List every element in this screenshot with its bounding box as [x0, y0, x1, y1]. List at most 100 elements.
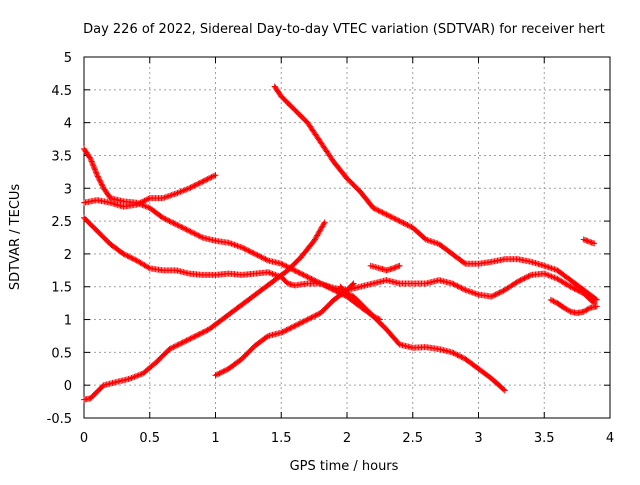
- data-point: [472, 290, 479, 297]
- data-point: [213, 371, 220, 378]
- data-point: [288, 324, 295, 331]
- data-point: [258, 254, 265, 261]
- data-point: [303, 317, 310, 324]
- data-point: [349, 281, 356, 288]
- data-point: [520, 275, 527, 282]
- data-point: [495, 290, 502, 297]
- data-point: [195, 331, 202, 338]
- data-point: [453, 282, 460, 289]
- data-point: [237, 243, 244, 250]
- data-point: [344, 290, 350, 297]
- data-point: [241, 245, 248, 252]
- data-point: [311, 277, 318, 284]
- data-point: [228, 240, 235, 247]
- data-point: [347, 292, 354, 299]
- data-point: [190, 183, 197, 190]
- data-point: [227, 240, 234, 247]
- data-point: [279, 329, 286, 336]
- data-point: [372, 314, 379, 321]
- data-point: [550, 265, 557, 272]
- data-point: [299, 319, 306, 326]
- grid-lines: [84, 57, 610, 418]
- data-point: [304, 316, 311, 323]
- data-point: [378, 208, 385, 215]
- x-tick-label: 1.5: [271, 431, 292, 446]
- data-point: [176, 340, 183, 347]
- y-tick-label: -0.5: [47, 412, 72, 427]
- data-point: [261, 255, 268, 262]
- data-point: [465, 288, 472, 295]
- data-point: [548, 265, 555, 272]
- data-point: [120, 250, 127, 257]
- data-point: [468, 289, 475, 296]
- data-point: [593, 296, 600, 303]
- data-point: [383, 211, 390, 218]
- data-point: [407, 223, 414, 230]
- data-point: [121, 251, 128, 258]
- data-point: [87, 155, 94, 162]
- data-point: [190, 334, 197, 341]
- data-point: [491, 292, 498, 299]
- data-point: [514, 278, 521, 285]
- data-point: [161, 194, 168, 201]
- data-point: [86, 154, 93, 161]
- data-point: [307, 275, 314, 282]
- data-point: [450, 281, 457, 288]
- data-point: [187, 184, 194, 191]
- data-point: [100, 183, 107, 190]
- data-point: [474, 291, 481, 298]
- data-point: [270, 271, 277, 278]
- data-point: [207, 174, 214, 181]
- data-point: [238, 244, 245, 251]
- data-point: [301, 317, 308, 324]
- data-point: [458, 285, 465, 292]
- data-point: [309, 276, 316, 283]
- data-point: [188, 183, 195, 190]
- data-point: [317, 280, 324, 287]
- data-point: [574, 287, 581, 294]
- data-point: [387, 213, 394, 220]
- data-point: [142, 203, 149, 210]
- data-point: [98, 180, 105, 187]
- data-point: [145, 204, 152, 211]
- data-point: [547, 272, 554, 279]
- data-point: [195, 232, 202, 239]
- data-point: [379, 209, 386, 216]
- data-point: [451, 281, 458, 288]
- data-point: [488, 293, 495, 300]
- data-point: [572, 286, 579, 293]
- data-point: [430, 239, 437, 246]
- data-point: [130, 256, 137, 263]
- data-point: [192, 181, 199, 188]
- data-point: [188, 229, 195, 236]
- data-point: [179, 224, 186, 231]
- data-point: [159, 214, 166, 221]
- data-point: [280, 328, 287, 335]
- data-point: [585, 238, 592, 245]
- data-point: [517, 277, 524, 284]
- x-tick-label: 3.5: [534, 431, 555, 446]
- data-point: [217, 369, 224, 376]
- data-point: [552, 275, 559, 282]
- series-track-6: [271, 83, 600, 303]
- data-point: [212, 372, 219, 379]
- y-tick-label: 1.5: [51, 281, 72, 296]
- data-point: [171, 343, 178, 350]
- data-point: [198, 179, 205, 186]
- data-point: [497, 288, 504, 295]
- data-point: [455, 352, 462, 359]
- data-point: [303, 273, 310, 280]
- data-point: [98, 181, 105, 188]
- data-point: [391, 215, 398, 222]
- data-point: [300, 271, 307, 278]
- data-point: [551, 274, 558, 281]
- x-tick-label: 2: [343, 431, 351, 446]
- data-point: [583, 237, 590, 244]
- data-point: [128, 375, 135, 382]
- data-point: [142, 197, 149, 204]
- data-point: [551, 298, 558, 305]
- data-point: [167, 192, 174, 199]
- data-point: [254, 252, 261, 259]
- data-point: [370, 204, 377, 211]
- data-point: [191, 182, 198, 189]
